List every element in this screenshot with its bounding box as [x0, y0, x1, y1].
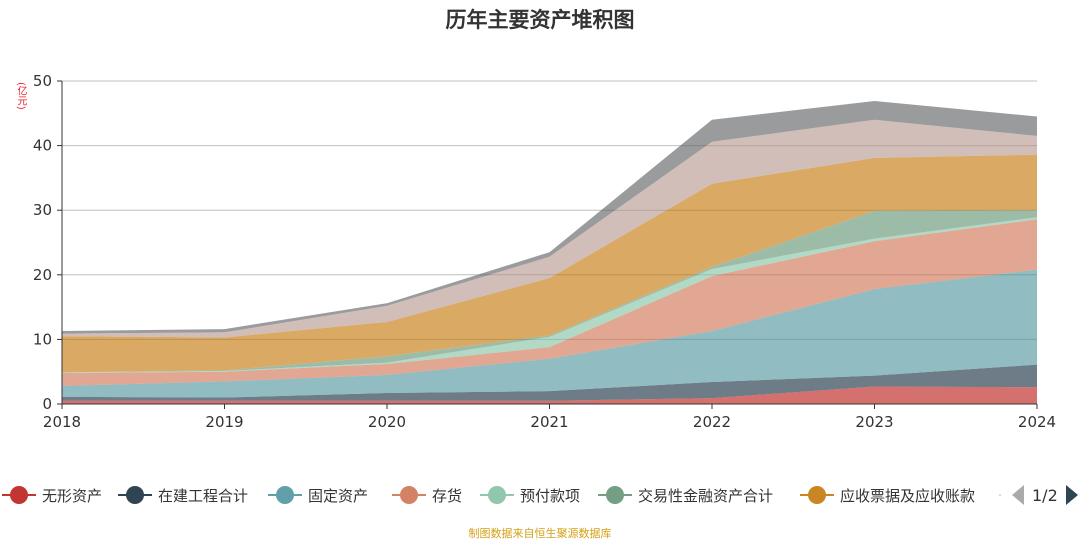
x-tick-label: 2022 — [693, 413, 731, 431]
y-tick-label: 30 — [33, 201, 52, 219]
y-tick-label: 0 — [42, 395, 52, 413]
legend-marker-icon — [2, 483, 36, 507]
area-series-8 — [62, 119, 1037, 338]
x-tick-label: 2024 — [1018, 413, 1056, 431]
legend-label: 在建工程合计 — [158, 486, 249, 505]
x-tick-label: 2019 — [205, 413, 243, 431]
legend-item[interactable]: 固定资产 — [268, 483, 368, 507]
chart-title: 历年主要资产堆积图 — [445, 8, 635, 32]
legend-item[interactable]: 在建工程合计 — [118, 483, 248, 507]
legend-label: 预付款项 — [520, 486, 581, 505]
legend-item[interactable]: 应收票据及应收账款 — [800, 483, 975, 507]
x-tick-label: 2018 — [43, 413, 81, 431]
x-tick-label: 2021 — [530, 413, 568, 431]
legend-item[interactable]: 无形资产 — [2, 483, 102, 507]
legend-item[interactable]: 交易性金融资产合计 — [598, 483, 773, 507]
x-tick-label: 2020 — [368, 413, 406, 431]
legend-overflow-marker — [999, 494, 1001, 496]
area-series-6 — [62, 210, 1037, 373]
y-tick-label: 10 — [33, 330, 52, 348]
legend-label: 无形资产 — [42, 486, 103, 505]
area-series-2 — [62, 364, 1037, 401]
area-series-5 — [62, 217, 1037, 373]
legend-marker-icon — [118, 483, 152, 507]
legend-label: 交易性金融资产合计 — [638, 486, 774, 505]
legend-label: 固定资产 — [308, 486, 369, 505]
legend-marker-icon — [392, 483, 426, 507]
area-series-1 — [62, 386, 1037, 404]
legend-item[interactable]: 存货 — [392, 483, 462, 507]
legend-next-page-icon[interactable] — [1065, 485, 1078, 505]
x-tick-label: 2023 — [855, 413, 893, 431]
area-series-4 — [62, 219, 1037, 386]
legend: 无形资产 在建工程合计 固定资产 存货 预付款项 交易性金融资产合计 应收票据及应收账款 — [0, 483, 1080, 507]
y-axis-unit-label: (亿元) — [15, 82, 26, 110]
data-source-note: 制图数据来自恒生聚源数据库 — [468, 527, 612, 540]
legend-page-indicator: 1/2 — [1032, 485, 1058, 505]
area-series-9 — [62, 101, 1037, 334]
legend-marker-icon — [800, 483, 834, 507]
area-series-7 — [62, 154, 1037, 373]
legend-marker-icon — [598, 483, 632, 507]
legend-pager: 1/2 — [1012, 483, 1078, 507]
area-series-3 — [62, 269, 1037, 398]
legend-prev-page-icon[interactable] — [1012, 485, 1024, 505]
legend-label: 存货 — [432, 486, 463, 505]
legend-marker-icon — [480, 483, 514, 507]
legend-label: 应收票据及应收账款 — [840, 486, 976, 505]
legend-marker-icon — [268, 483, 302, 507]
y-tick-label: 20 — [33, 266, 52, 284]
y-tick-label: 50 — [33, 72, 52, 90]
legend-item[interactable]: 预付款项 — [480, 483, 580, 507]
stacked-area-chart: 0 10 20 30 40 50 2018 2019 2020 2021 2022 2023 2024 — [33, 72, 1056, 431]
y-tick-label: 40 — [33, 137, 52, 155]
